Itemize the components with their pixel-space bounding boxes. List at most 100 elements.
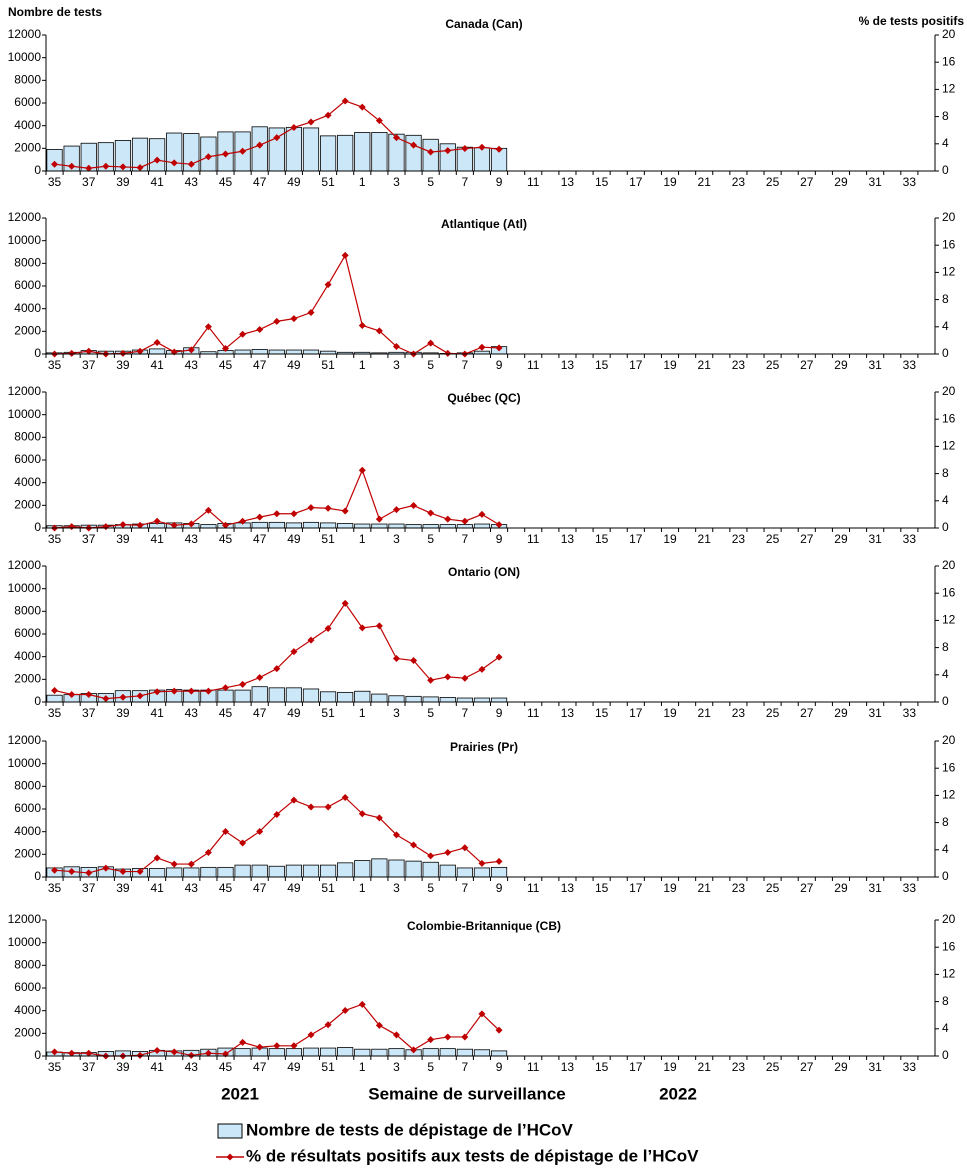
y2-tick-label: 0 — [942, 520, 949, 534]
bar — [473, 1049, 491, 1057]
x-tick-label: 11 — [527, 175, 540, 189]
x-tick-label: 37 — [82, 532, 96, 546]
marker — [256, 141, 264, 149]
x-tick-label: 41 — [150, 532, 164, 546]
marker — [495, 145, 503, 153]
marker — [136, 164, 144, 172]
x-tick-label: 49 — [287, 881, 301, 895]
marker — [461, 674, 469, 682]
line — [54, 468, 500, 529]
x-tick-label: 7 — [462, 881, 469, 895]
x-tick-label: 3 — [393, 706, 400, 720]
y-tick-label: 0 — [34, 346, 41, 360]
marker — [187, 346, 195, 354]
y-tick-label: 4000 — [14, 649, 41, 663]
x-tick-label: 21 — [698, 881, 712, 895]
bar — [473, 867, 491, 878]
x-tick-label: 5 — [427, 358, 434, 372]
bar — [388, 1048, 405, 1057]
x-tick-label: 39 — [116, 532, 130, 546]
x-tick-label: 37 — [82, 175, 96, 189]
marker — [273, 510, 281, 518]
marker — [324, 504, 332, 512]
y2-tick-label: 12 — [942, 439, 956, 453]
marker — [290, 123, 298, 131]
x-tick-label: 19 — [663, 358, 677, 372]
x-tick-label: 49 — [287, 358, 301, 372]
x-tick-label: 7 — [462, 706, 469, 720]
y-tick-label: 6000 — [14, 452, 41, 466]
x-tick-label: 9 — [496, 532, 503, 546]
marker — [478, 343, 486, 351]
x-tick-label: 17 — [629, 881, 643, 895]
y-tick-label: 0 — [34, 520, 41, 534]
line — [54, 253, 500, 355]
bar — [285, 687, 302, 703]
x-tick-label: 31 — [868, 175, 882, 189]
x-tick-label: 13 — [561, 358, 575, 372]
marker — [239, 330, 247, 338]
chart-title: Canada (Can) — [445, 17, 522, 31]
y2-tick-label: 8 — [942, 292, 949, 306]
y-tick-label: 2000 — [14, 324, 41, 338]
bar — [149, 348, 166, 355]
marker — [222, 827, 230, 835]
marker — [410, 502, 418, 510]
y-tick-label: 6000 — [14, 278, 41, 292]
marker — [239, 517, 247, 525]
year-label: 2021 — [221, 1084, 259, 1103]
x-tick-label: 11 — [527, 1060, 540, 1074]
x-tick-label: 45 — [219, 881, 233, 895]
bar — [302, 1047, 320, 1057]
marker — [68, 691, 76, 699]
x-tick-label: 17 — [629, 358, 643, 372]
legend-swatch — [217, 1123, 243, 1139]
bar — [473, 523, 491, 529]
marker — [307, 309, 315, 317]
chart-title: Prairies (Pr) — [450, 740, 518, 754]
y-tick-label: 10000 — [8, 233, 42, 247]
marker — [324, 111, 332, 119]
bar — [456, 697, 473, 703]
x-tick-label: 49 — [287, 1060, 301, 1074]
x-tick-label: 19 — [663, 706, 677, 720]
line — [54, 602, 500, 700]
x-tick-label: 39 — [116, 706, 130, 720]
marker — [427, 1036, 435, 1044]
marker — [119, 868, 127, 876]
marker — [136, 692, 144, 700]
bar — [268, 687, 285, 703]
y-tick-label: 8000 — [14, 73, 41, 87]
chart-title: Atlantique (Atl) — [441, 217, 527, 231]
y-tick-label: 4000 — [14, 118, 41, 132]
bar — [149, 868, 166, 878]
x-tick-label: 43 — [185, 706, 199, 720]
x-tick-label: 35 — [48, 175, 62, 189]
marker — [136, 1051, 144, 1059]
marker — [119, 349, 127, 357]
marker — [68, 1049, 76, 1057]
x-tick-label: 27 — [800, 881, 814, 895]
y2-tick-label: 0 — [942, 163, 949, 177]
marker — [239, 680, 247, 688]
bar — [354, 690, 371, 703]
marker — [444, 673, 452, 681]
x-tick-label: 27 — [800, 1060, 814, 1074]
x-tick-label: 17 — [629, 175, 643, 189]
marker — [290, 315, 298, 323]
bar — [285, 864, 302, 878]
y-tick-label: 10000 — [8, 756, 42, 770]
y-tick-label: 0 — [34, 1048, 41, 1062]
x-tick-label: 49 — [287, 175, 301, 189]
y-tick-label: 6000 — [14, 801, 41, 815]
bar — [251, 521, 268, 529]
marker — [392, 654, 400, 662]
bar — [388, 695, 405, 703]
bar — [422, 524, 439, 529]
x-tick-label: 51 — [321, 358, 335, 372]
y-tick-label: 8000 — [14, 604, 41, 618]
marker — [461, 517, 469, 525]
y-tick-label: 8000 — [14, 430, 41, 444]
y2-tick-label: 4 — [942, 1021, 949, 1035]
bar — [234, 349, 251, 355]
